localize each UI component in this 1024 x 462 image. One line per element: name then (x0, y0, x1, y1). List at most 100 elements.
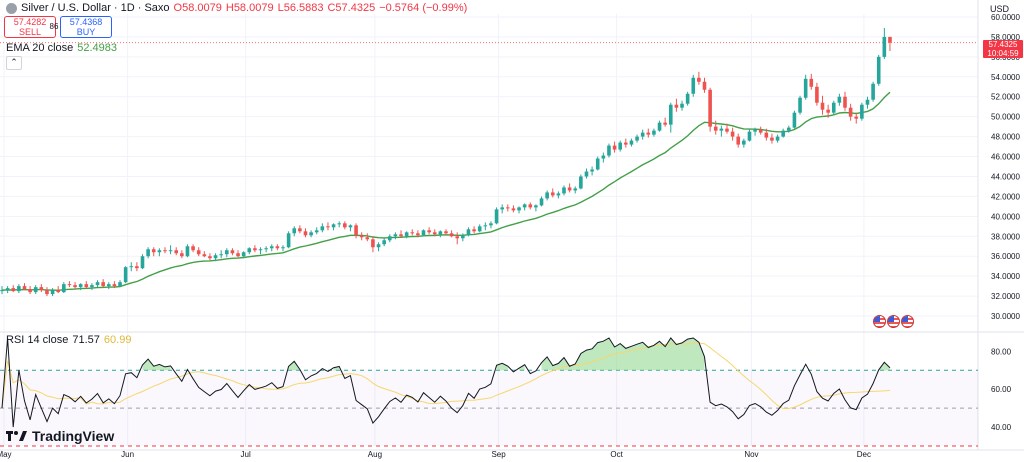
candle (702, 77, 707, 93)
flag-icon[interactable] (887, 315, 900, 328)
candle (663, 117, 667, 127)
candle (876, 54, 881, 86)
rsi-ma-value: 60.99 (103, 334, 132, 346)
tradingview-logo-icon (6, 431, 27, 441)
candle (438, 230, 443, 238)
candle-body (421, 230, 426, 236)
candle-body (292, 228, 297, 234)
candle (196, 247, 201, 257)
currency-label[interactable]: USD (990, 4, 1010, 14)
candle (28, 286, 32, 295)
candle-body (298, 228, 302, 232)
candle (281, 245, 285, 252)
candle-body (17, 286, 21, 292)
candle-body (657, 122, 662, 131)
candle (253, 245, 257, 253)
sell-button[interactable]: 57.4282 SELL (4, 16, 56, 38)
price-tick-label: 30.0000 (991, 312, 1020, 321)
candle (719, 125, 724, 137)
candle-body (163, 250, 167, 252)
event-flags[interactable] (873, 315, 914, 328)
candle-body (500, 207, 504, 210)
collapse-chevron-icon[interactable]: ⌃ (6, 56, 22, 70)
candle-body (618, 142, 622, 150)
candle (792, 110, 797, 129)
candle (590, 166, 594, 176)
candle (343, 221, 347, 230)
candle-body (640, 132, 645, 137)
last-price-tag: 57.4325 10:04:59 (983, 40, 1023, 58)
candle-body (483, 225, 488, 227)
candle-body (241, 252, 246, 257)
candle (635, 134, 639, 143)
rsi-overbought-fill (541, 338, 705, 371)
candle-body (230, 250, 235, 254)
candle-body (528, 204, 533, 208)
candle (629, 138, 634, 147)
candle-body (691, 77, 696, 94)
candle-body (135, 266, 139, 269)
candle-body (719, 128, 724, 131)
candle (230, 248, 235, 256)
candle-body (303, 231, 308, 236)
rsi-legend[interactable]: RSI 14 close 71.57 60.99 (6, 334, 131, 346)
candle (612, 141, 617, 153)
buy-button[interactable]: 57.4368 BUY (60, 16, 112, 38)
candle (45, 287, 49, 297)
candle-body (764, 132, 769, 138)
candle-body (168, 250, 173, 252)
candle (697, 71, 701, 85)
candle-body (225, 250, 229, 255)
ohlc-low: L56.5883 (277, 2, 324, 14)
candle (146, 247, 150, 259)
candle-body (730, 131, 735, 137)
candle-body (747, 131, 752, 141)
candle-body (253, 248, 257, 251)
candle-body (809, 78, 814, 87)
candle (787, 125, 791, 133)
candle (657, 120, 662, 132)
candle (466, 227, 471, 237)
candle-body (792, 112, 797, 128)
candle-body (466, 229, 471, 236)
candle (326, 222, 330, 231)
candle (174, 247, 179, 256)
candle-body (399, 234, 403, 237)
candle-body (534, 205, 538, 208)
candle-body (258, 249, 263, 251)
candle (73, 282, 77, 290)
flag-icon[interactable] (873, 315, 886, 328)
candle-body (494, 209, 499, 224)
candle (691, 74, 696, 97)
candle-body (427, 230, 431, 233)
ema-legend[interactable]: EMA 20 close 52.4983 (6, 42, 117, 54)
spread-value: 86 (49, 22, 59, 31)
candle (820, 95, 825, 115)
tradingview-logo[interactable]: TradingView (6, 428, 114, 444)
candle (545, 190, 549, 201)
candle (135, 262, 139, 272)
candle-body (725, 128, 729, 132)
candle-body (438, 231, 443, 235)
rsi-tick-label: 80.00 (991, 347, 1012, 356)
candle (314, 227, 319, 235)
candle-body (326, 226, 330, 228)
flag-icon[interactable] (901, 315, 914, 328)
candle-body (567, 187, 572, 191)
candle-body (393, 234, 398, 237)
candle (219, 250, 223, 259)
rsi-overbought-fill (878, 362, 890, 371)
candle-body (702, 81, 707, 90)
candle-body (78, 284, 83, 288)
candle-body (90, 285, 94, 288)
candle (882, 27, 887, 59)
buy-label: BUY (76, 27, 96, 37)
candle (713, 120, 718, 135)
candle (365, 233, 370, 242)
candle (298, 225, 302, 234)
candle (17, 284, 21, 294)
candle (730, 127, 735, 141)
candle-body (106, 284, 111, 287)
candle-body (854, 116, 859, 119)
